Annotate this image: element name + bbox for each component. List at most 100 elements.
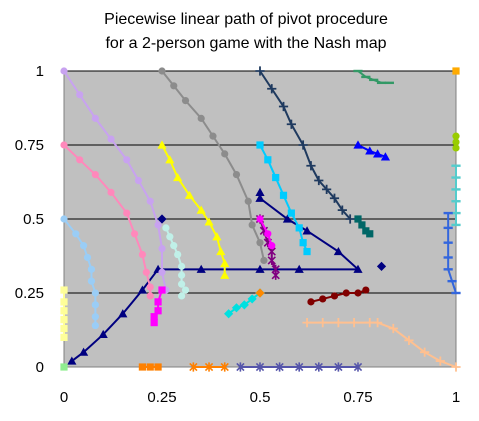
x-tick-label-0: 0 [60, 389, 68, 406]
series-12-point-1 [264, 156, 272, 164]
series-7-point-4 [60, 324, 68, 333]
series-12-point-4 [287, 209, 295, 217]
chart-title-line-1: Piecewise linear path of pivot procedure [104, 11, 388, 28]
series-23-point-0 [353, 140, 363, 149]
series-24-point-3 [366, 230, 374, 238]
series-15-point-2 [239, 300, 249, 310]
series-0-point-14 [255, 187, 265, 196]
series-0-point-9 [353, 264, 363, 273]
series-11-point-0 [158, 286, 166, 294]
series-21-point-6 [353, 362, 363, 372]
series-21-point-0 [236, 362, 245, 372]
series-6 [60, 215, 99, 330]
series-3-point-4 [209, 132, 217, 140]
series-5-point-9 [146, 292, 154, 300]
series-2-point-6 [314, 175, 324, 186]
x-tick-label-2: 0.5 [250, 389, 271, 406]
series-2-point-2 [278, 101, 289, 112]
series-4-point-2 [91, 114, 99, 122]
series-4-point-9 [158, 268, 166, 276]
series-5-point-3 [107, 188, 115, 196]
series-4-point-1 [76, 91, 84, 99]
series-18-point-0 [302, 318, 312, 328]
x-tick-label-4: 1 [452, 389, 460, 406]
series-14-point-1 [264, 230, 272, 238]
series-15-point-0 [224, 309, 234, 319]
series-5-point-2 [91, 171, 99, 179]
series-17-point-1 [319, 295, 327, 303]
series-20-point-2 [220, 362, 229, 372]
x-axis: 0 0.25 0.5 0.75 1 [60, 389, 460, 406]
series-5-point-1 [76, 156, 84, 164]
series-18-point-3 [349, 318, 359, 328]
series-5-point-4 [123, 209, 131, 217]
series-6-point-9 [91, 321, 99, 330]
series-4-point-5 [134, 176, 143, 185]
series-8-line [161, 144, 226, 276]
series-23-line [357, 144, 386, 158]
series-6-point-0 [60, 215, 68, 223]
series-6-point-4 [87, 265, 96, 273]
series-20 [189, 362, 229, 372]
series-11 [150, 286, 166, 327]
series-10-point-6 [178, 280, 186, 288]
series-0-point-11 [302, 226, 312, 235]
series-8-point-2 [173, 172, 183, 182]
y-tick-label-2: 0.5 [23, 211, 44, 228]
series-11-point-2 [154, 307, 162, 315]
series-4-point-3 [107, 135, 115, 143]
series-8-point-5 [204, 217, 214, 226]
x-tick-label-3: 0.75 [343, 389, 372, 406]
series-0-point-8 [294, 264, 304, 273]
series-13-point-4 [267, 255, 276, 266]
series-2-point-5 [306, 161, 316, 171]
series-18-point-9 [435, 356, 445, 366]
series-5 [60, 141, 154, 300]
x-tick-label-1: 0.25 [147, 389, 176, 406]
series-12-point-0 [256, 141, 264, 149]
series-4-point-0 [60, 67, 68, 75]
series-0-point-6 [196, 264, 206, 273]
series-17-point-2 [330, 292, 339, 300]
series-8-point-7 [216, 246, 226, 256]
series-12-point-2 [272, 173, 280, 182]
series-17-point-4 [354, 289, 362, 297]
series-8-point-6 [212, 232, 222, 241]
y-tick-label-1: 0.25 [15, 285, 44, 302]
series-3-point-1 [170, 82, 178, 90]
series-7-point-0 [60, 286, 68, 294]
series-10-point-0 [162, 224, 170, 232]
series-2-point-3 [286, 119, 296, 129]
series-10-point-1 [166, 233, 174, 241]
series-24-point-2 [362, 227, 370, 235]
series-18-point-10 [451, 362, 461, 372]
series-23 [353, 140, 391, 161]
series-8-point-9 [220, 270, 230, 279]
series-3-point-0 [158, 67, 166, 75]
series-29 [443, 211, 461, 295]
series-0 [67, 187, 363, 365]
series-8-point-0 [157, 140, 167, 149]
series-12-point-3 [279, 191, 288, 199]
series-18-point-2 [333, 318, 343, 328]
series-0-point-7 [255, 264, 265, 273]
series-12-point-5 [295, 224, 303, 232]
y-tick-label-0: 0 [36, 359, 44, 376]
series-6-point-5 [87, 277, 96, 285]
series-11-point-1 [154, 298, 162, 306]
series-21-point-5 [334, 362, 343, 372]
series-12 [256, 141, 311, 256]
series-4-point-6 [146, 197, 154, 205]
series-0-point-13 [255, 193, 265, 202]
series-10-point-7 [181, 286, 190, 294]
series-19-point-0 [138, 363, 146, 371]
series-2-point-9 [337, 205, 347, 215]
series-7-point-5 [60, 333, 68, 341]
series-10-point-8 [178, 292, 186, 300]
series-5-point-7 [142, 268, 150, 276]
series-7 [60, 286, 68, 341]
series-11-point-3 [150, 313, 158, 321]
series-10-point-4 [178, 262, 186, 270]
y-tick-label-3: 0.75 [15, 137, 44, 154]
